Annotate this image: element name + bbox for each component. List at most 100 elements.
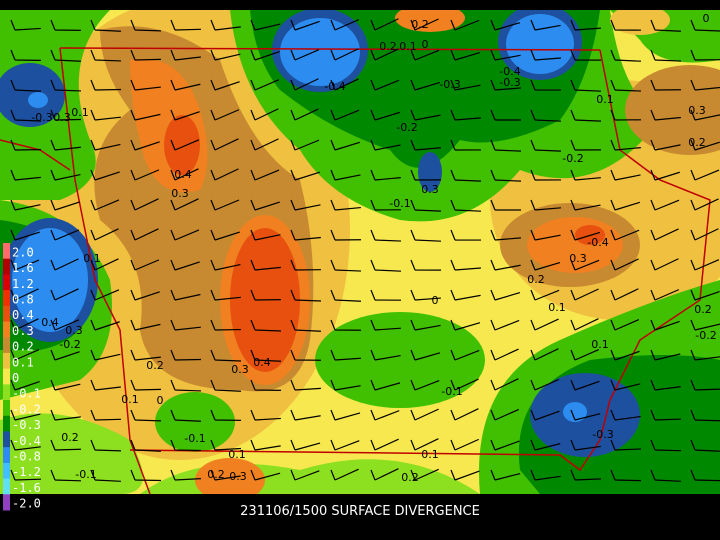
wind-barb bbox=[210, 319, 242, 331]
wind-barb bbox=[370, 319, 401, 331]
wind-barb bbox=[290, 409, 321, 421]
wind-barb bbox=[370, 79, 400, 91]
wind-barb bbox=[410, 79, 441, 91]
legend-label: 0 bbox=[12, 371, 19, 385]
contour-label: 0.4 bbox=[253, 356, 271, 369]
wind-barb bbox=[690, 228, 719, 241]
contour-label: -0.1 bbox=[441, 385, 462, 398]
contour-label: -0.4 bbox=[499, 65, 520, 78]
wind-barb bbox=[690, 349, 720, 361]
wind-barb bbox=[610, 439, 642, 451]
contour-label: 0 bbox=[157, 394, 164, 407]
wind-barb bbox=[130, 79, 161, 91]
contour-label: 0.1 bbox=[548, 301, 566, 314]
wind-barb bbox=[170, 109, 200, 121]
wind-barb bbox=[210, 199, 240, 211]
legend-label: -0.3 bbox=[12, 418, 41, 432]
wind-barb bbox=[10, 259, 40, 271]
contour-label: 0.2 bbox=[527, 273, 545, 286]
contour-label: -0.2 bbox=[695, 329, 716, 342]
wind-barb bbox=[330, 169, 361, 181]
wind-barb bbox=[210, 79, 240, 91]
wind-barb bbox=[290, 349, 322, 361]
legend-label: 0.8 bbox=[12, 292, 34, 306]
wind-barb bbox=[650, 409, 682, 421]
wind-barb bbox=[690, 319, 720, 331]
wind-barb bbox=[570, 469, 602, 481]
wind-barb bbox=[530, 318, 559, 331]
wind-barb bbox=[290, 169, 320, 181]
wind-barb bbox=[370, 409, 400, 421]
contour-label: -0.1 bbox=[75, 468, 96, 481]
wind-barb bbox=[650, 469, 681, 482]
wind-barb bbox=[450, 139, 482, 151]
contour-label: 0.2 bbox=[694, 303, 712, 316]
wind-barb bbox=[490, 229, 521, 241]
contour-label: 0.3 bbox=[229, 470, 247, 483]
wind-barb bbox=[370, 169, 401, 181]
contour-label: 0.4 bbox=[41, 316, 59, 329]
legend-label: -0.8 bbox=[12, 450, 41, 464]
wind-barb bbox=[450, 408, 479, 421]
contour-label: 0.1 bbox=[71, 106, 89, 119]
wind-barb bbox=[370, 229, 402, 242]
wind-barb bbox=[130, 139, 160, 151]
wind-barb bbox=[410, 259, 442, 271]
contour-label: -0.4 bbox=[324, 80, 345, 93]
wind-barb bbox=[410, 349, 441, 361]
wind-barb bbox=[450, 438, 479, 451]
wind-barb bbox=[490, 469, 521, 481]
wind-barb bbox=[650, 319, 680, 331]
wind-barb bbox=[210, 229, 240, 241]
wind-barb bbox=[530, 109, 562, 122]
contour-label: 0.2 bbox=[61, 431, 79, 444]
contour-label: 0.4 bbox=[174, 168, 192, 181]
wind-barb bbox=[50, 439, 82, 451]
wind-barb bbox=[290, 78, 319, 91]
wind-barb bbox=[250, 79, 280, 91]
contour-label: 0.1 bbox=[596, 93, 614, 106]
wind-barb bbox=[250, 259, 281, 271]
wind-barb bbox=[610, 169, 641, 181]
wind-barb bbox=[330, 19, 360, 31]
wind-barb bbox=[290, 439, 321, 451]
wind-barb bbox=[90, 139, 121, 151]
wind-barb bbox=[490, 49, 521, 61]
wind-barb bbox=[450, 109, 481, 121]
wind-barb bbox=[170, 19, 202, 31]
wind-barb bbox=[250, 169, 280, 181]
wind-barb bbox=[250, 19, 281, 31]
wind-barb bbox=[530, 199, 561, 211]
wind-barb bbox=[210, 289, 241, 301]
wind-barb bbox=[570, 409, 601, 421]
contour-label: 0.3 bbox=[421, 183, 439, 196]
wind-barb bbox=[650, 139, 681, 151]
wind-barb bbox=[490, 348, 519, 361]
wind-barb bbox=[250, 199, 280, 211]
contour-label: 0.1 bbox=[228, 448, 246, 461]
legend-label: 0.2 bbox=[12, 340, 34, 354]
wind-barb bbox=[450, 378, 479, 391]
wind-barb bbox=[130, 349, 161, 361]
wind-barb bbox=[570, 318, 599, 331]
legend-swatch bbox=[3, 243, 10, 260]
contour-label: 0.2 bbox=[688, 136, 706, 149]
contour-label: 0.3 bbox=[569, 252, 587, 265]
wind-barb bbox=[410, 199, 442, 212]
wind-barb bbox=[250, 49, 280, 61]
contour-label: -0.4 bbox=[587, 236, 608, 249]
wind-barb bbox=[610, 199, 641, 211]
wind-barb bbox=[690, 439, 720, 452]
wind-barb bbox=[410, 169, 442, 181]
wind-barb bbox=[490, 109, 522, 121]
wind-barb bbox=[490, 319, 520, 331]
contour-label: -0.3 bbox=[499, 76, 520, 89]
wind-barb bbox=[50, 49, 81, 62]
wind-barb bbox=[370, 109, 401, 121]
wind-barb bbox=[690, 409, 720, 422]
wind-barb bbox=[570, 169, 601, 181]
wind-barb bbox=[170, 469, 201, 481]
legend-label: 2.0 bbox=[12, 245, 34, 259]
wind-barb bbox=[290, 49, 320, 61]
